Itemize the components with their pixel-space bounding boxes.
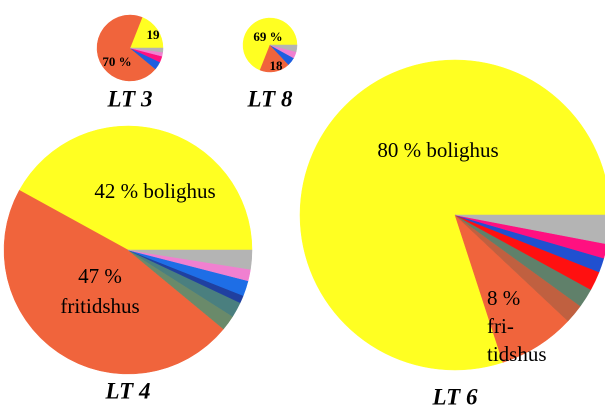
pie [242, 17, 298, 73]
value-label-line: fritidshus [60, 294, 139, 318]
pie-slice [269, 44, 298, 53]
value-label: 47 % fritidshus [60, 264, 139, 318]
value-label: 19 [147, 27, 161, 42]
value-label: 70 % [102, 54, 131, 69]
pie [3, 125, 253, 375]
pie [96, 14, 164, 82]
pie-slice [18, 125, 253, 251]
pie-slice [454, 214, 605, 244]
pie-title: LT 8 [247, 86, 293, 111]
pie-slice [299, 59, 605, 371]
value-label: 80 % bolighus [377, 138, 498, 162]
value-label-line: 8 % [487, 286, 520, 310]
pie-slice [127, 249, 253, 270]
pie-slice [242, 17, 298, 71]
value-label-line: 47 % [78, 264, 122, 288]
pie-slice [454, 214, 605, 259]
pie-slice [129, 47, 164, 53]
pie-slice [129, 16, 164, 49]
value-label-line: tidshus [487, 342, 547, 366]
value-label: 42 % bolighus [94, 179, 215, 203]
value-label-line: fri- [487, 314, 514, 338]
pie-slice [3, 189, 224, 375]
value-label: 18 [270, 58, 284, 73]
value-label: 69 % [253, 29, 282, 44]
pie-title: LT 3 [107, 86, 153, 111]
pie-title: LT 4 [105, 378, 151, 403]
value-label: 8 % fri-tidshus [487, 286, 547, 366]
pie [299, 59, 605, 371]
pie-slice [96, 14, 156, 82]
pie-title: LT 6 [432, 384, 478, 409]
